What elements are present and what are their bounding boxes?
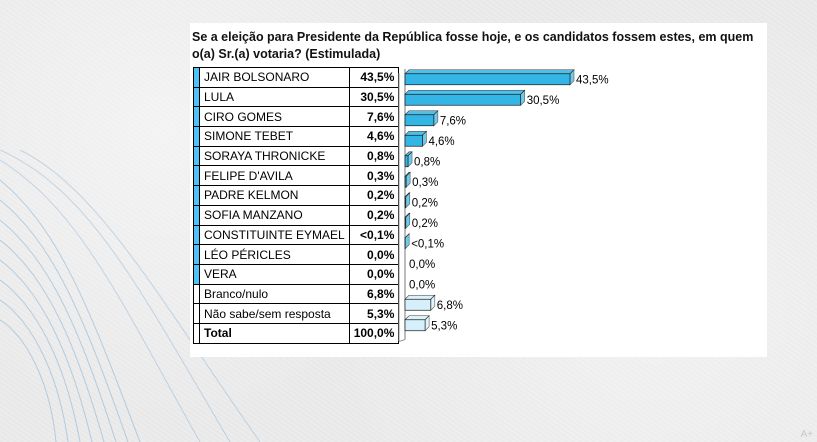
- candidate-name: SOFIA MANZANO: [199, 204, 350, 226]
- table-row: PADRE KELMON 0,2%: [193, 185, 400, 206]
- bar: [404, 319, 426, 332]
- bar: [404, 93, 522, 106]
- table-row: JAIR BOLSONARO 43,5%: [193, 67, 400, 88]
- data-label: 0,0%: [409, 259, 435, 271]
- data-label: 7,6%: [440, 115, 466, 127]
- row-accent: [193, 322, 200, 344]
- bar-plot: 43,5% 30,5% 7,6% 4,6% 0,8% 0,3% 0,2% 0,2% <0,1% 0…: [398, 69, 609, 342]
- results-table: JAIR BOLSONARO 43,5% LULA 30,5% CIRO GOMES 7,…: [193, 67, 400, 344]
- candidate-percent: 6,8%: [348, 283, 400, 305]
- candidate-name: SIMONE TEBET: [199, 126, 350, 147]
- bar: [404, 73, 571, 86]
- table-row: FELIPE D'AVILA 0,3%: [193, 165, 400, 187]
- corner-mark: A+: [800, 429, 813, 440]
- data-label: 30,5%: [527, 95, 560, 107]
- data-label: 0,0%: [409, 279, 435, 291]
- data-label: <0,1%: [411, 238, 444, 250]
- data-label: 5,3%: [431, 320, 457, 332]
- question-title: Se a eleição para Presidente da Repúblic…: [192, 30, 754, 61]
- table-row: CIRO GOMES 7,6%: [193, 106, 400, 128]
- candidate-percent: 0,2%: [348, 204, 400, 226]
- candidate-percent: 5,3%: [348, 303, 400, 324]
- candidate-name: PADRE KELMON: [199, 185, 350, 206]
- data-label: 4,6%: [428, 136, 454, 148]
- candidate-percent: 0,2%: [348, 185, 400, 206]
- candidate-name: VERA: [199, 263, 350, 285]
- total-label: Total: [199, 322, 350, 344]
- candidate-percent: 0,8%: [348, 145, 400, 167]
- candidate-name: LULA: [199, 86, 350, 108]
- candidate-percent: 30,5%: [348, 86, 400, 108]
- bar: [404, 175, 407, 188]
- bar: [404, 216, 407, 229]
- candidate-name: CIRO GOMES: [199, 106, 350, 128]
- candidate-percent: 0,0%: [348, 244, 400, 265]
- table-row: VERA 0,0%: [193, 263, 400, 285]
- data-label: 0,2%: [412, 197, 438, 209]
- bar: [404, 155, 409, 168]
- data-label: 0,2%: [412, 218, 438, 230]
- decorative-waves: [0, 150, 260, 442]
- bar: [404, 114, 435, 127]
- bar-top: [404, 294, 436, 300]
- bar-side: [404, 233, 410, 250]
- data-label: 0,8%: [414, 156, 440, 168]
- candidate-percent: 0,0%: [348, 263, 400, 285]
- data-label: 43,5%: [576, 74, 609, 86]
- candidate-percent: 0,3%: [348, 165, 400, 187]
- candidate-percent: 43,5%: [348, 67, 400, 88]
- candidate-name: CONSTITUINTE EYMAEL: [199, 224, 350, 246]
- total-percent: 100,0%: [348, 322, 400, 344]
- candidate-name: Branco/nulo: [199, 283, 350, 305]
- table-row: Branco/nulo 6,8%: [193, 283, 400, 305]
- table-row: SORAYA THRONICKE 0,8%: [193, 145, 400, 167]
- candidate-name: LÉO PÉRICLES: [199, 244, 350, 265]
- bar-top: [404, 89, 526, 95]
- bar: [404, 196, 407, 209]
- candidate-percent: <0,1%: [348, 224, 400, 246]
- table-row: CONSTITUINTE EYMAEL <0,1%: [193, 224, 400, 246]
- data-label: 6,8%: [437, 300, 463, 312]
- table-row: Não sabe/sem resposta 5,3%: [193, 303, 400, 324]
- axis-floor: [398, 339, 406, 342]
- candidate-percent: 4,6%: [348, 126, 400, 147]
- table-row: SOFIA MANZANO 0,2%: [193, 204, 400, 226]
- table-row: LÉO PÉRICLES 0,0%: [193, 244, 400, 265]
- bar-top: [404, 69, 575, 75]
- total-row: Total 100,0%: [193, 322, 400, 344]
- candidate-name: FELIPE D'AVILA: [199, 165, 350, 187]
- candidate-percent: 7,6%: [348, 106, 400, 128]
- candidate-name: JAIR BOLSONARO: [199, 67, 350, 88]
- bar-top: [404, 110, 439, 116]
- table-row: LULA 30,5%: [193, 86, 400, 108]
- candidate-name: SORAYA THRONICKE: [199, 145, 350, 167]
- bar: [404, 134, 423, 147]
- data-label: 0,3%: [412, 177, 438, 189]
- bar: [404, 298, 432, 311]
- candidate-name: Não sabe/sem resposta: [199, 303, 350, 324]
- table-row: SIMONE TEBET 4,6%: [193, 126, 400, 147]
